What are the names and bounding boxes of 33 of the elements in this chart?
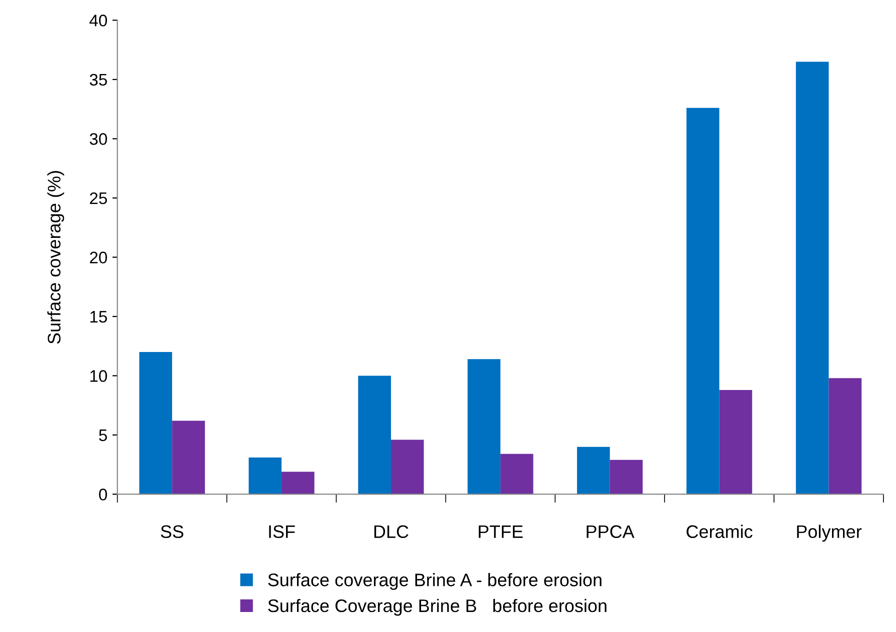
bar — [139, 352, 172, 494]
x-tick-label: Polymer — [797, 524, 862, 542]
bar — [577, 446, 610, 494]
x-tick-label: Ceramic — [686, 524, 752, 538]
bar — [796, 62, 829, 494]
y-tick-label: 15 — [90, 311, 107, 323]
bar — [500, 454, 534, 494]
bar — [610, 460, 643, 494]
x-tick-label: DLC — [374, 525, 408, 538]
bar — [248, 457, 282, 494]
bar — [390, 440, 424, 494]
legend-label: Surface coverage Brine A - before erosion — [268, 573, 602, 590]
y-tick-label: 20 — [90, 252, 108, 264]
y-axis-title: Surface coverage (%) — [47, 171, 64, 344]
x-tick-label: SS — [160, 525, 184, 538]
bar — [282, 472, 314, 494]
x-tick-label: ISF — [269, 525, 295, 538]
bar — [828, 378, 862, 494]
bar — [358, 376, 391, 494]
bar — [686, 108, 720, 494]
bar — [172, 420, 205, 494]
x-tick-label: PPCA — [586, 525, 634, 538]
y-tick-label: 30 — [90, 133, 108, 145]
y-tick-label: 25 — [90, 192, 107, 204]
y-tick-label: 10 — [90, 370, 108, 382]
bar — [468, 359, 500, 494]
y-tick-label: 5 — [99, 430, 107, 442]
legend-label: Surface Coverage Brine B before erosion — [268, 598, 606, 616]
y-tick-label: 0 — [99, 488, 108, 500]
y-tick-label: 40 — [90, 14, 108, 26]
bar — [719, 390, 752, 494]
x-tick-label: PTFE — [478, 525, 523, 538]
y-tick-label: 35 — [90, 74, 107, 86]
